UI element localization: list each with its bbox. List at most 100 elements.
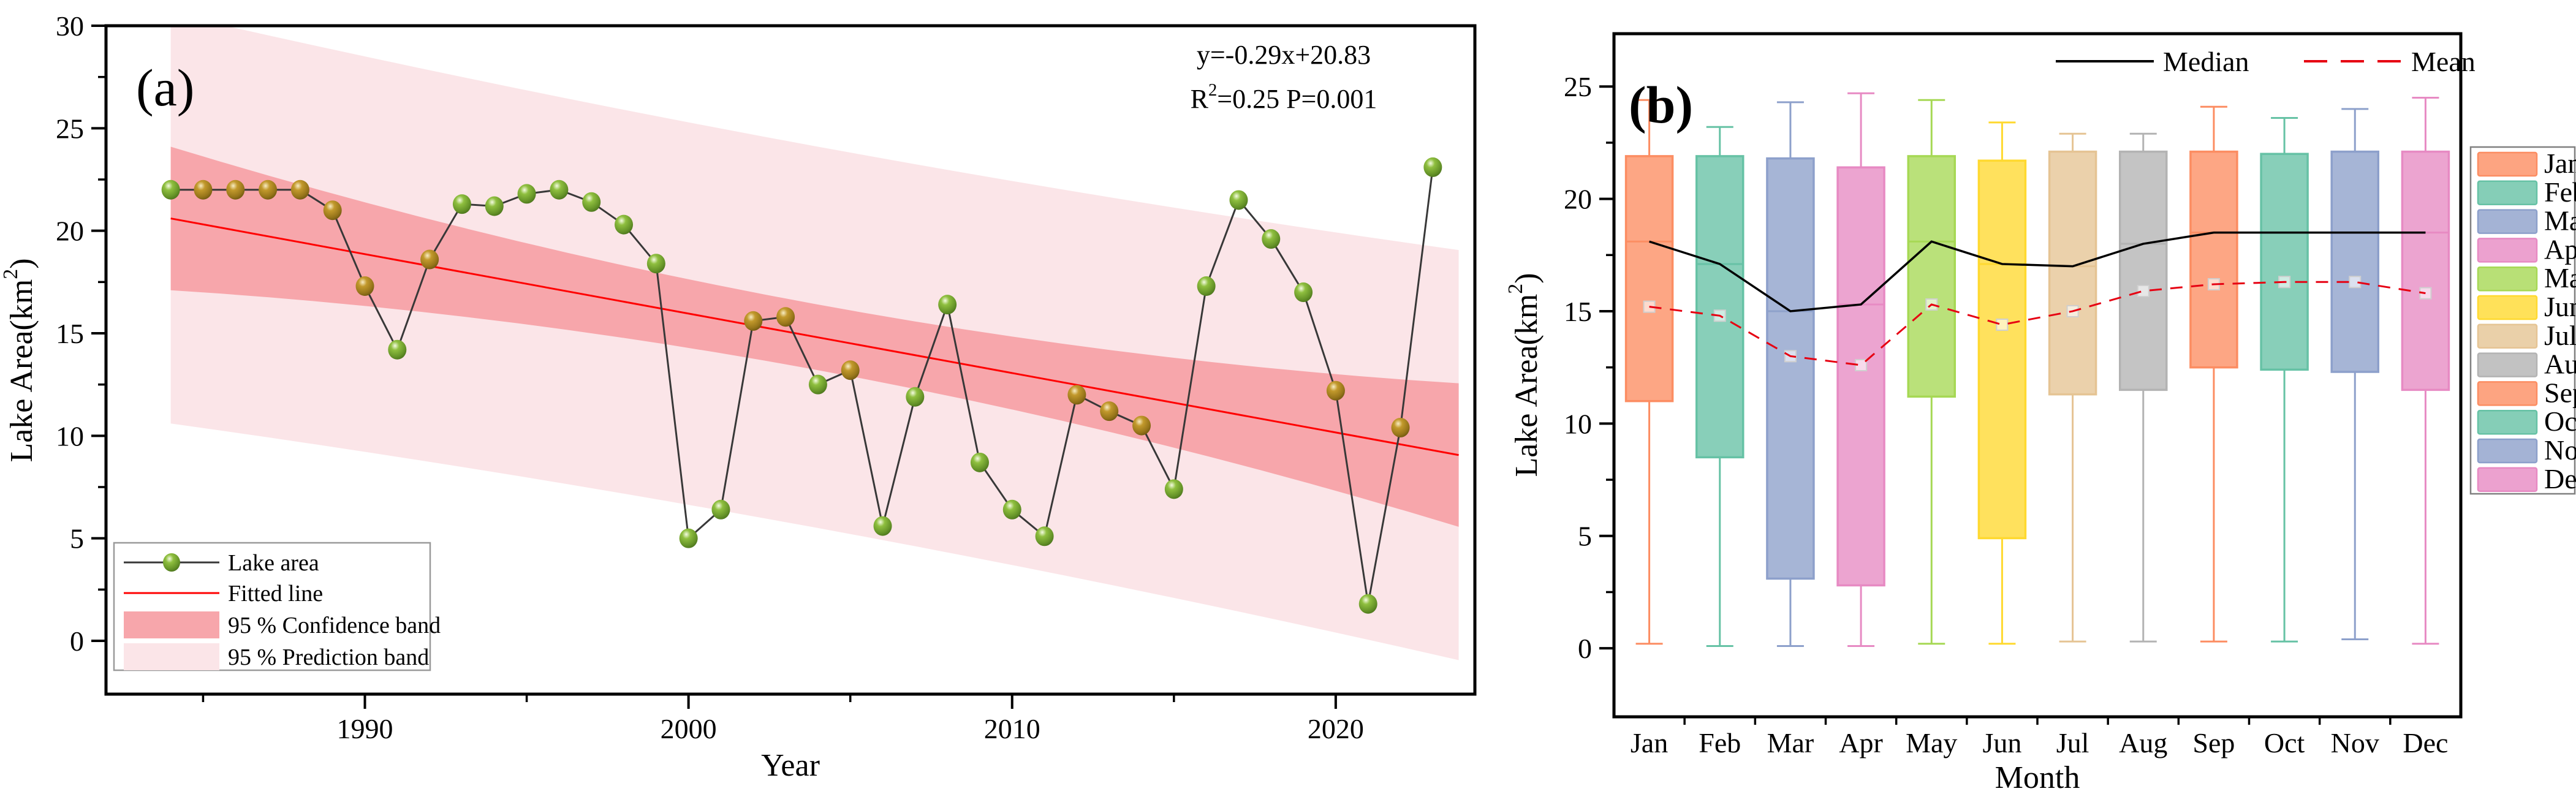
x-category-label: Nov: [2331, 727, 2379, 758]
data-point-1996: [550, 180, 569, 200]
data-point-2001: [711, 499, 730, 520]
month-swatch-Apr: [2477, 238, 2538, 263]
panel-b-boxes: [1624, 92, 2450, 647]
panel-b-xlabel: Month: [1995, 760, 2080, 794]
data-point-1984: [161, 180, 180, 200]
x-category-label: Mar: [1767, 727, 1814, 758]
panel-a-xlabel: Year: [761, 748, 820, 783]
x-tick-label: 2020: [1308, 713, 1364, 744]
x-category-label: Oct: [2264, 727, 2305, 758]
box-Dec: [2401, 150, 2450, 391]
month-legend-label-Jan: Jan: [2544, 148, 2576, 179]
legend-label-confidence-band: 95 % Confidence band: [228, 613, 441, 638]
month-swatch-May: [2477, 266, 2538, 292]
data-point-2006: [873, 516, 892, 536]
median-line: [1649, 231, 2426, 312]
data-point-2022: [1391, 417, 1410, 437]
y-tick-label: 5: [1578, 521, 1592, 552]
panel-a: 1990 2000 2010 2020 0 5 10 15 20 25 30 (a) y=-0.29…: [0, 10, 1477, 783]
x-category-label: Apr: [1839, 727, 1883, 758]
month-legend-label-May: May: [2544, 262, 2576, 293]
data-point-2016: [1197, 276, 1216, 297]
x-tick-label: 2010: [984, 713, 1040, 744]
y-tick-label: 25: [1564, 71, 1592, 102]
data-point-2005: [841, 360, 860, 380]
legend-label-lake-area: Lake area: [228, 550, 319, 576]
month-swatch-Nov: [2477, 438, 2538, 464]
data-point-1997: [582, 192, 601, 212]
data-point-2013: [1100, 401, 1119, 422]
month-swatch-Oct: [2477, 409, 2538, 435]
data-point-1987: [259, 180, 278, 200]
month-legend-label-Nov: Nov: [2544, 434, 2576, 466]
month-legend-label-Jun: Jun: [2544, 291, 2576, 322]
month-swatch-Feb: [2477, 180, 2538, 206]
x-category-label: Jan: [1631, 727, 1668, 758]
data-point-1993: [452, 194, 471, 214]
month-swatch-Sep: [2477, 381, 2538, 406]
mean-line: [1649, 281, 2426, 366]
data-point-1994: [485, 196, 504, 216]
data-point-2017: [1229, 190, 1248, 210]
data-point-2000: [679, 528, 698, 548]
box-Jun: [1977, 159, 2027, 540]
x-category-label: Jun: [1982, 727, 2021, 758]
box-Mar: [1766, 157, 1815, 580]
legend-label-fitted-line: Fitted line: [228, 581, 323, 607]
data-point-2021: [1358, 594, 1377, 614]
month-swatch-Mar: [2477, 209, 2538, 234]
y-tick-label: 30: [56, 10, 84, 42]
data-point-1998: [615, 214, 634, 235]
month-legend-label-Dec: Dec: [2544, 463, 2576, 494]
month-legend-label-Apr: Apr: [2544, 233, 2576, 265]
box-Apr: [1836, 166, 1885, 587]
data-point-1985: [194, 180, 213, 200]
y-tick-label: 10: [56, 420, 84, 452]
y-tick-label: 15: [1564, 296, 1592, 327]
box-Nov: [2330, 150, 2379, 373]
data-point-2008: [938, 295, 957, 315]
panel-a-axes: 1990 2000 2010 2020 0 5 10 15 20 25 30: [56, 10, 1477, 744]
plot-frame: [104, 24, 1477, 696]
data-point-1991: [388, 339, 407, 360]
y-tick-label: 0: [1578, 633, 1592, 664]
month-legend-label-Aug: Aug: [2544, 349, 2576, 380]
month-swatch-Jun: [2477, 295, 2538, 320]
x-category-label: Feb: [1699, 727, 1741, 758]
data-point-1990: [355, 276, 374, 297]
box-Jul: [2048, 150, 2097, 396]
data-point-2007: [906, 387, 925, 407]
panel-b-axes: 0 5 10 15 20 25 Jan Feb Mar Apr May Jun Jul Aug Sep Oct…: [1564, 32, 2463, 758]
data-point-1986: [226, 180, 245, 200]
month-swatch-Jul: [2477, 323, 2538, 349]
data-point-1988: [290, 180, 309, 200]
box-Oct: [2260, 153, 2309, 371]
fitted-line: [170, 217, 1459, 456]
legend-sample-lake-area-marker: [163, 553, 180, 572]
panel-b-label: (b): [1629, 75, 1693, 134]
month-swatch-Dec: [2477, 467, 2538, 493]
x-category-label: Sep: [2192, 727, 2235, 758]
data-point-2002: [744, 311, 763, 331]
y-tick-label: 0: [70, 626, 84, 657]
mean-marker-Jun: [1996, 318, 2009, 331]
x-tick-label: 1990: [337, 713, 393, 744]
data-point-2004: [808, 374, 827, 395]
data-point-2003: [776, 307, 795, 327]
legend-label-median: Median: [2163, 46, 2249, 77]
data-point-2011: [1035, 526, 1054, 546]
data-point-2012: [1067, 385, 1086, 405]
data-point-1995: [517, 184, 536, 204]
data-point-2010: [1002, 499, 1021, 520]
box-Jan: [1624, 155, 1674, 403]
y-tick-label: 20: [56, 216, 84, 247]
lake-area-line: [170, 167, 1434, 605]
month-swatch-Aug: [2477, 352, 2538, 377]
data-point-2020: [1326, 380, 1345, 401]
panel-b-top-legend: Median Mean: [2056, 46, 2476, 77]
month-swatch-Jan: [2477, 151, 2538, 177]
x-category-label: Jul: [2056, 727, 2089, 758]
mean-marker-Aug: [2137, 284, 2150, 297]
